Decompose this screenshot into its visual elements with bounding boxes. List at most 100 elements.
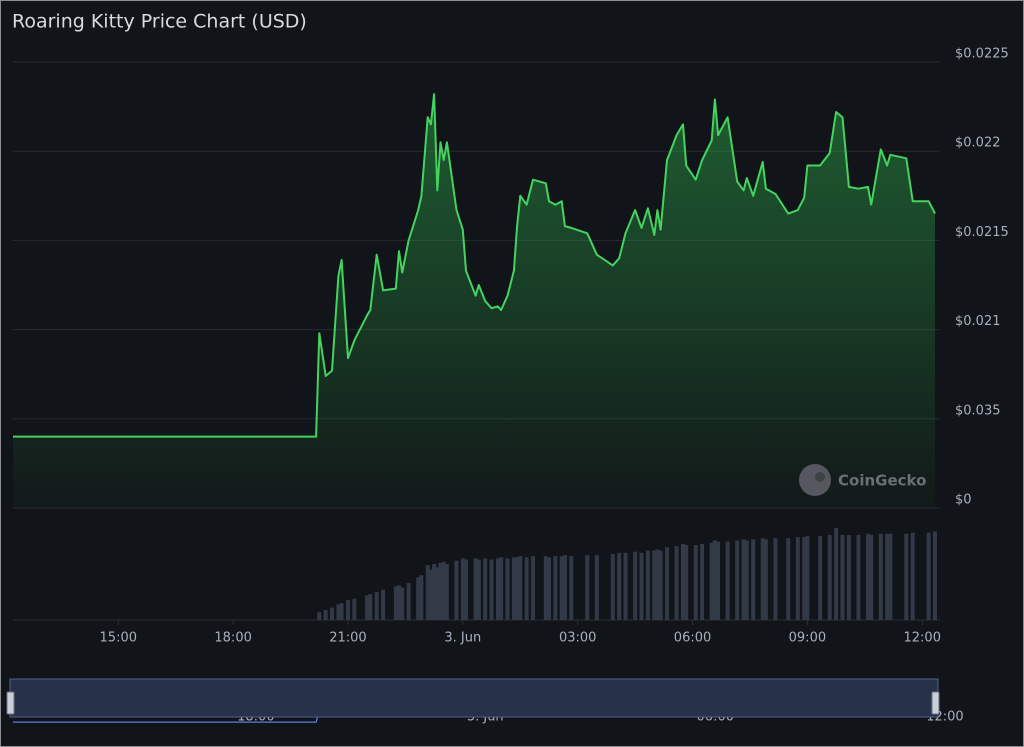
volume-bar bbox=[317, 612, 322, 620]
volume-bar bbox=[885, 533, 890, 620]
volume-bar bbox=[393, 586, 398, 620]
x-tick-label: 12:00 bbox=[904, 631, 941, 646]
price-line bbox=[13, 93, 936, 438]
volume-bar bbox=[444, 564, 449, 620]
volume-bar bbox=[674, 546, 679, 620]
volume-bar bbox=[856, 534, 861, 620]
volume-bar bbox=[515, 557, 520, 620]
volume-bar bbox=[432, 564, 437, 620]
x-tick-label: 18:00 bbox=[214, 631, 251, 646]
volume-bar bbox=[435, 567, 440, 620]
volume-bar bbox=[639, 552, 644, 620]
volume-bar bbox=[594, 555, 599, 620]
volume-bar bbox=[840, 534, 845, 620]
volume-bar bbox=[645, 550, 650, 620]
navigator-mask[interactable] bbox=[9, 678, 939, 718]
volume-bar bbox=[339, 603, 344, 620]
volume-bar bbox=[709, 542, 714, 620]
volume-bar bbox=[473, 558, 478, 620]
volume-bar bbox=[933, 531, 937, 620]
volume-bar bbox=[416, 577, 421, 620]
watermark-logo-eye bbox=[815, 472, 825, 482]
volume-bar bbox=[419, 575, 424, 620]
volume-bar bbox=[464, 559, 469, 620]
volume-bar bbox=[795, 537, 800, 620]
volume-bar bbox=[531, 556, 536, 620]
volume-bar bbox=[680, 543, 685, 620]
volume-bar bbox=[585, 555, 590, 620]
x-tick-label: 3. Jun bbox=[444, 631, 481, 646]
volume-bar bbox=[352, 598, 357, 620]
volume-bar bbox=[763, 539, 768, 620]
y-tick-label: $0.021 bbox=[955, 314, 1001, 329]
volume-bar bbox=[368, 594, 373, 620]
volume-bar bbox=[712, 540, 717, 620]
volume-bar bbox=[805, 536, 810, 620]
volume-bar bbox=[741, 539, 746, 620]
x-tick-label: 09:00 bbox=[789, 631, 826, 646]
watermark-text: CoinGecko bbox=[838, 472, 926, 490]
volume-bar bbox=[760, 538, 765, 620]
volume-bar bbox=[846, 534, 851, 620]
volume-bar bbox=[397, 585, 402, 620]
y-tick-label: $0.0215 bbox=[955, 225, 1009, 240]
volume-bar bbox=[428, 569, 433, 620]
volume-bar bbox=[684, 544, 689, 620]
volume-bar bbox=[323, 609, 328, 620]
volume-bar bbox=[524, 557, 529, 620]
x-tick-label: 06:00 bbox=[674, 631, 711, 646]
volume-bar bbox=[904, 533, 909, 620]
chart-title: Roaring Kitty Price Chart (USD) bbox=[12, 11, 307, 33]
volume-bar bbox=[888, 533, 893, 620]
volume-bar bbox=[744, 540, 749, 620]
volume-bar bbox=[693, 544, 698, 620]
volume-bar bbox=[926, 532, 931, 620]
navigator-handle-right[interactable] bbox=[931, 691, 940, 715]
volume-bar bbox=[425, 565, 430, 620]
volume-bar bbox=[400, 587, 405, 620]
volume-bar bbox=[489, 559, 494, 620]
volume-bar bbox=[511, 557, 516, 620]
volume-bar bbox=[658, 550, 663, 620]
volume-bar bbox=[505, 558, 510, 620]
volume-bar bbox=[716, 541, 721, 620]
x-tick-label: 03:00 bbox=[559, 631, 596, 646]
navigator-handle-left[interactable] bbox=[6, 691, 15, 715]
y-tick-label: $0 bbox=[955, 493, 972, 508]
y-tick-label: $0.035 bbox=[955, 403, 1001, 418]
volume-bar bbox=[818, 536, 823, 620]
volume-bar bbox=[834, 528, 839, 620]
volume-bar bbox=[652, 550, 657, 620]
volume-bar bbox=[441, 561, 446, 620]
volume-bar bbox=[559, 556, 564, 620]
volume-bar bbox=[381, 589, 386, 620]
volume-bar bbox=[655, 549, 660, 620]
volume-bar bbox=[553, 556, 558, 620]
volume-bar bbox=[499, 557, 504, 620]
volume-bar bbox=[665, 547, 670, 620]
volume-bar bbox=[546, 557, 551, 620]
volume-bar bbox=[610, 553, 615, 620]
volume-bar bbox=[454, 560, 459, 620]
volume-bar bbox=[623, 552, 628, 620]
volume-bar bbox=[374, 592, 379, 620]
volume-bar bbox=[751, 539, 756, 620]
x-tick-label: 21:00 bbox=[329, 631, 366, 646]
watermark-logo bbox=[799, 464, 831, 496]
volume-bar bbox=[786, 538, 791, 620]
y-tick-label: $0.022 bbox=[955, 136, 1001, 151]
volume-bar bbox=[330, 607, 335, 620]
volume-bar bbox=[476, 559, 481, 620]
volume-bar bbox=[365, 595, 370, 620]
volume-bar bbox=[725, 541, 730, 620]
volume-bar bbox=[562, 555, 567, 620]
volume-bar bbox=[495, 558, 500, 620]
volume-bar bbox=[483, 558, 488, 620]
watermark: CoinGecko bbox=[799, 464, 926, 496]
volume-bar bbox=[802, 537, 807, 620]
volume-bar bbox=[336, 604, 341, 620]
volume-bar bbox=[345, 599, 350, 620]
volume-bar bbox=[438, 562, 443, 620]
volume-bar bbox=[910, 532, 915, 620]
